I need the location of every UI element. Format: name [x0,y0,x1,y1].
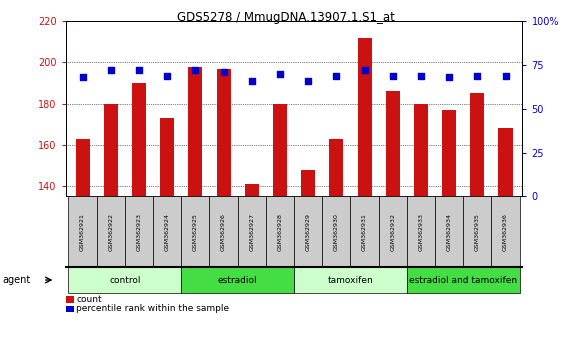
Text: percentile rank within the sample: percentile rank within the sample [77,304,230,313]
Text: GSM362931: GSM362931 [362,213,367,251]
Point [332,73,341,78]
Text: control: control [109,275,140,285]
Text: GSM362924: GSM362924 [164,213,170,251]
Point [78,74,87,80]
Point [445,74,454,80]
Bar [132,83,146,196]
Point [219,69,228,75]
Text: GSM362934: GSM362934 [447,213,452,251]
Bar [301,170,315,196]
Text: GSM362935: GSM362935 [475,213,480,251]
Text: GDS5278 / MmugDNA.13907.1.S1_at: GDS5278 / MmugDNA.13907.1.S1_at [176,11,395,24]
Point [134,68,143,73]
Bar [498,129,513,196]
Text: GSM362932: GSM362932 [390,213,395,251]
Text: GSM362933: GSM362933 [419,213,424,251]
Point [304,78,313,84]
Text: count: count [77,295,102,304]
Bar [75,139,90,196]
Bar [216,69,231,196]
Point [473,73,482,78]
Text: estradiol and tamoxifen: estradiol and tamoxifen [409,275,517,285]
Bar [414,104,428,196]
Bar [329,139,343,196]
Text: GSM362936: GSM362936 [503,213,508,251]
Text: GSM362926: GSM362926 [221,213,226,251]
Point [501,73,510,78]
Text: GSM362925: GSM362925 [193,213,198,251]
Text: GSM362930: GSM362930 [334,213,339,251]
Point [416,73,425,78]
Text: GSM362928: GSM362928 [278,213,283,251]
Bar [188,67,203,196]
Bar [273,104,287,196]
Bar [104,104,118,196]
Text: GSM362927: GSM362927 [250,213,254,251]
Text: estradiol: estradiol [218,275,258,285]
Point [191,68,200,73]
Point [247,78,256,84]
Bar [385,91,400,196]
Bar [471,93,484,196]
Point [106,68,115,73]
Bar [357,38,372,196]
Point [388,73,397,78]
Text: tamoxifen: tamoxifen [328,275,373,285]
Point [275,71,284,76]
Bar [442,110,456,196]
Bar [160,118,174,196]
Text: GSM362922: GSM362922 [108,213,113,251]
Point [163,73,172,78]
Text: GSM362921: GSM362921 [80,213,85,251]
Text: GSM362929: GSM362929 [305,213,311,251]
Text: agent: agent [3,275,31,285]
Text: GSM362923: GSM362923 [136,213,142,251]
Point [360,68,369,73]
Bar [245,184,259,196]
